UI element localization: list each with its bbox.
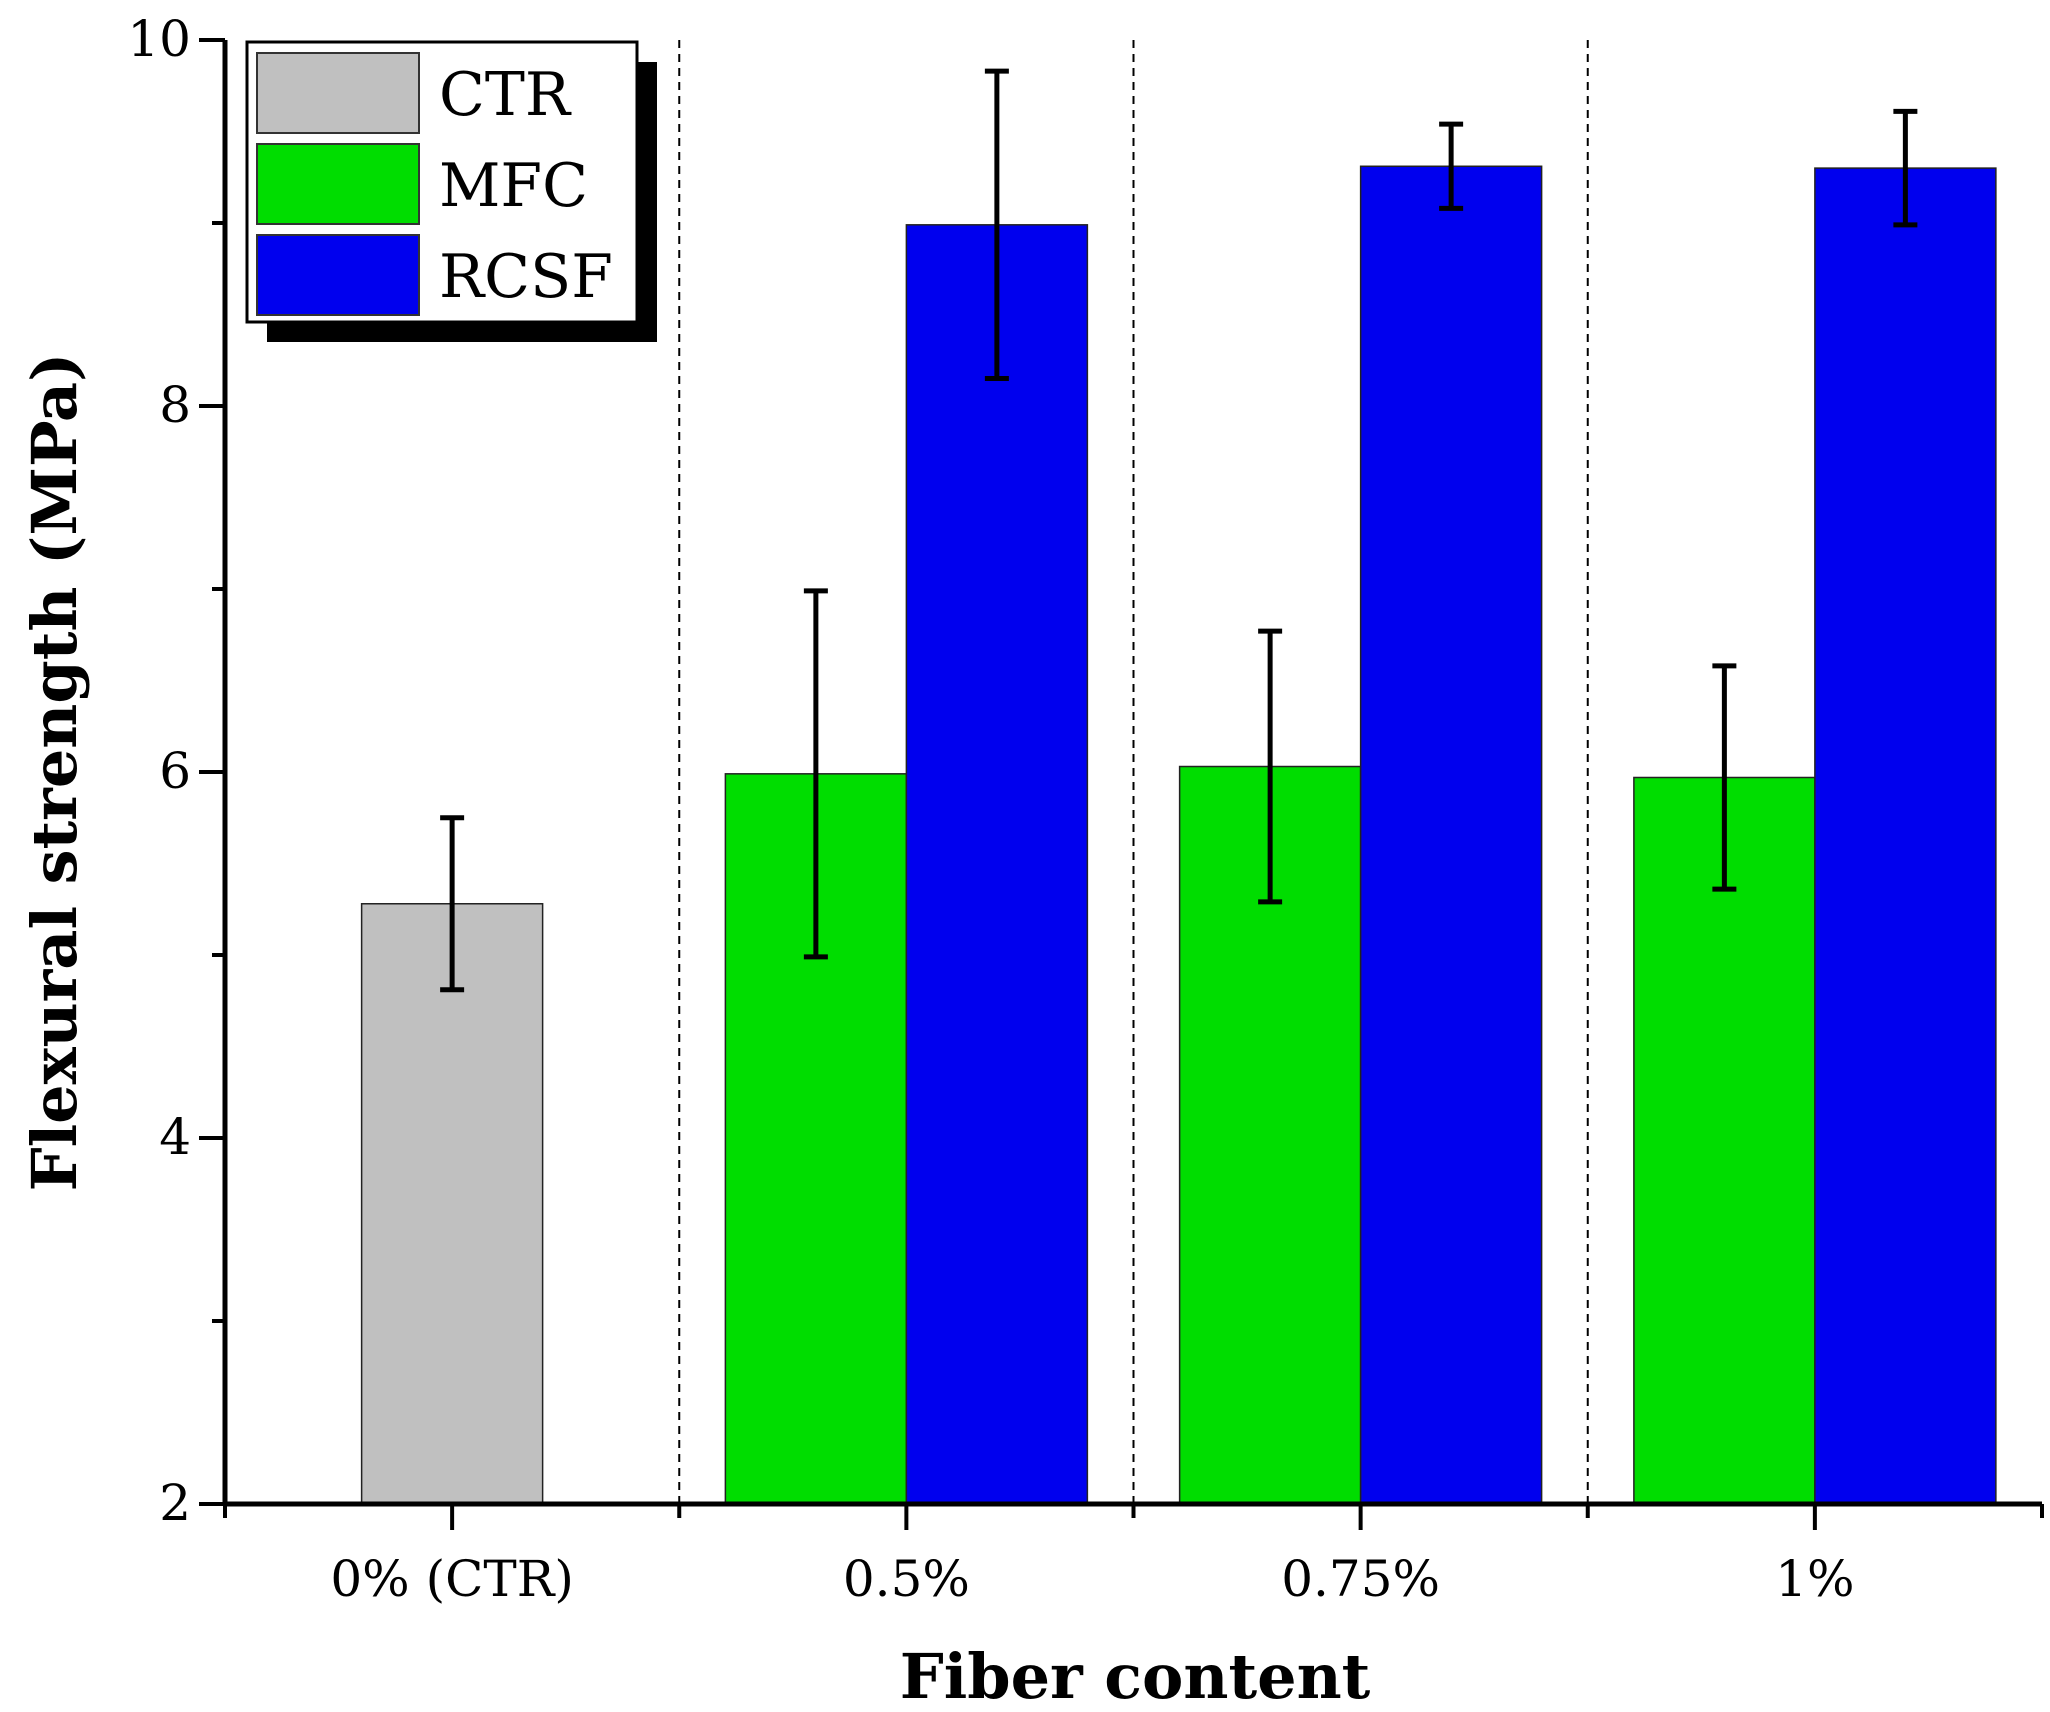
- y-tick-label: 8: [159, 376, 191, 434]
- legend-item-rcsf: RCSF: [256, 234, 613, 316]
- error-bars-layer: [440, 68, 1918, 993]
- error-bar-rcsf-2: [1439, 121, 1464, 211]
- bar-rcsf-3: [1814, 167, 1997, 1505]
- error-bar-rcsf-1: [984, 68, 1009, 382]
- y-tick-label: 6: [159, 742, 191, 800]
- x-tick-label: 0% (CTR): [330, 1550, 573, 1608]
- bars-layer: [360, 165, 1997, 1505]
- y-tick-label: 10: [127, 10, 191, 68]
- error-bar-rcsf-3: [1893, 108, 1918, 228]
- legend-label: RCSF: [439, 242, 613, 312]
- group-separators: [678, 40, 1589, 1504]
- legend-item-ctr: CTR: [256, 52, 572, 134]
- error-bar-ctr-0: [440, 815, 465, 993]
- legend-label: MFC: [439, 151, 588, 221]
- x-axis-title: Fiber content: [900, 1640, 1371, 1712]
- legend-label: CTR: [439, 60, 572, 130]
- bar-rcsf-1: [905, 224, 1089, 1505]
- y-tick-label: 4: [159, 1108, 191, 1166]
- bar-rcsf-2: [1359, 165, 1543, 1505]
- legend: CTR MFC RCSF: [245, 40, 657, 342]
- y-tick-label: 2: [159, 1474, 191, 1532]
- legend-swatch: [256, 234, 420, 316]
- legend-swatch: [256, 52, 420, 134]
- error-bar-mfc-1: [803, 588, 828, 960]
- y-axis-title: Flexural strength (MPa): [18, 353, 91, 1192]
- legend-item-mfc: MFC: [256, 143, 588, 225]
- error-bar-mfc-2: [1258, 628, 1283, 905]
- x-tick-label: 1%: [1775, 1550, 1854, 1608]
- error-bar-mfc-3: [1712, 663, 1737, 892]
- bar-mfc-3: [1633, 776, 1816, 1505]
- legend-swatch: [256, 143, 420, 225]
- y-ticks-layer: 2 4 6 8 10: [127, 10, 225, 1532]
- x-ticks-layer: 0% (CTR) 0.5% 0.75% 1%: [223, 1504, 2044, 1608]
- x-tick-label: 0.75%: [1281, 1550, 1440, 1608]
- x-tick-label: 0.5%: [843, 1550, 970, 1608]
- bar-ctr-0: [360, 903, 544, 1505]
